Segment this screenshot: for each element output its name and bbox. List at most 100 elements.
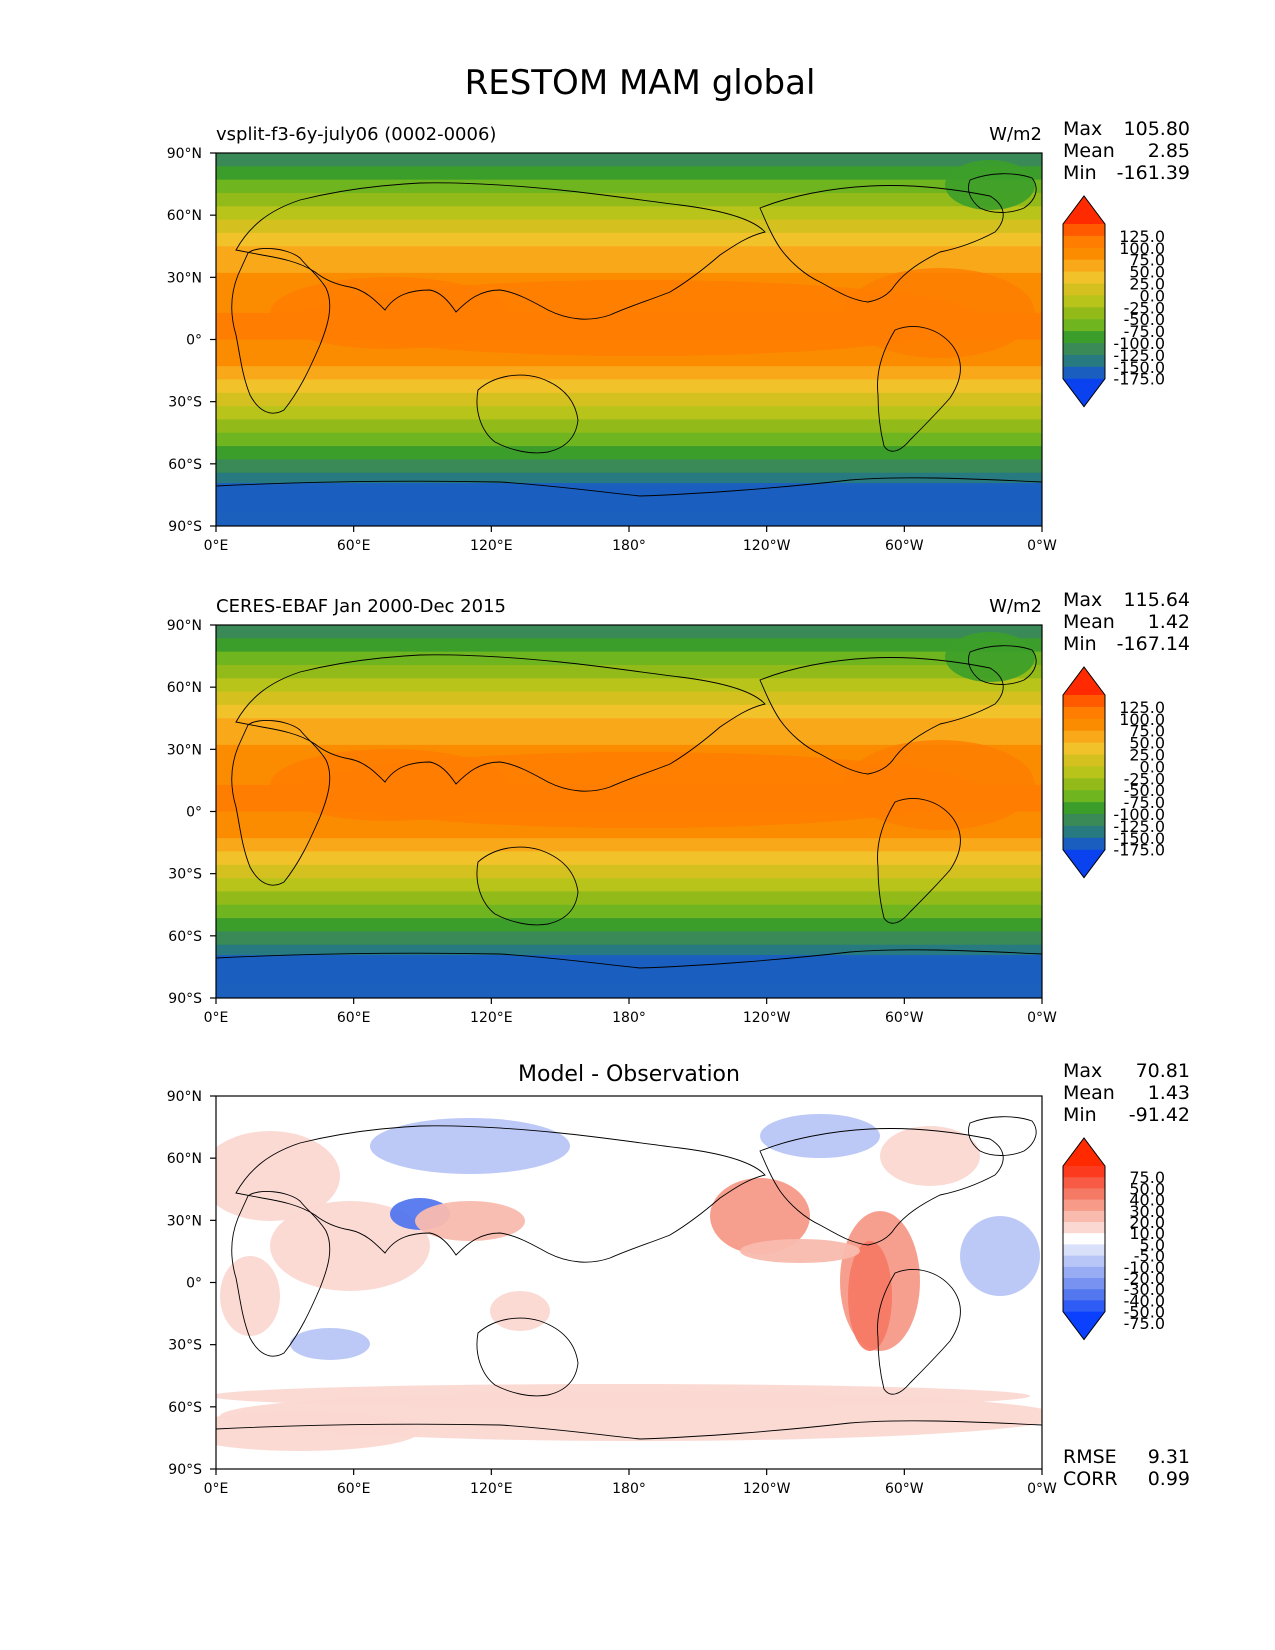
colorbar-band	[1063, 1199, 1105, 1212]
colorbar: 75.050.040.030.020.010.05.0-5.0-10.0-20.…	[1062, 1137, 1165, 1341]
stat-label-min: Min	[1063, 162, 1097, 184]
colorbar-tick-label: 50.0	[1129, 1179, 1165, 1198]
greenland-cold-area	[945, 160, 1035, 210]
lon-tick-label: 120°W	[743, 1481, 791, 1497]
colorbar-tick-label: -150.0	[1113, 358, 1165, 377]
anomaly-patch	[960, 1216, 1040, 1296]
coastline-south-america	[877, 1269, 961, 1395]
panel-units: W/m2	[989, 124, 1042, 145]
colorbar-tick-label: 0.0	[1140, 757, 1165, 776]
map-band	[216, 432, 1042, 447]
coastline-australia	[476, 846, 579, 926]
colorbar-band	[1063, 331, 1105, 344]
colorbar-tick-label: -40.0	[1124, 1291, 1165, 1310]
stat-value-mean: 1.43	[1148, 1082, 1190, 1104]
lat-tick-label: 90°S	[168, 519, 202, 535]
lon-tick-label: 180°	[612, 1481, 646, 1497]
colorbar-tick-label: 75.0	[1129, 251, 1165, 270]
error-stats: RMSE 9.31 CORR 0.99	[1063, 1446, 1190, 1490]
map-band	[216, 406, 1042, 421]
map-band	[216, 891, 1042, 906]
indian-warm-band	[270, 749, 510, 821]
colorbar-band	[1063, 235, 1105, 249]
colorbar-tick-label: -25.0	[1124, 298, 1165, 317]
colorbar-tick-label: 75.0	[1129, 1168, 1165, 1187]
colorbar-band	[1063, 1188, 1105, 1201]
colorbar-band	[1063, 695, 1105, 708]
lon-tick-label: 60°E	[337, 1010, 371, 1026]
lat-tick-label: 90°N	[167, 146, 202, 162]
lat-tick-label: 30°N	[167, 1213, 202, 1229]
stat-value-min: -167.14	[1117, 633, 1190, 655]
stat-label-max: Max	[1063, 589, 1102, 611]
stat-value-min: -91.42	[1129, 1104, 1190, 1126]
colorbar-band	[1063, 295, 1105, 308]
coastline-africa	[231, 247, 331, 414]
colorbar-band	[1063, 730, 1105, 744]
colorbar-band	[1063, 1278, 1105, 1290]
colorbar-tick-label: 50.0	[1129, 734, 1165, 753]
lon-tick-label: 0°W	[1027, 1481, 1057, 1497]
colorbar-tick-label: -75.0	[1124, 322, 1165, 341]
map-area	[216, 1096, 1042, 1469]
colorbar-band	[1063, 778, 1105, 791]
colorbar-band	[1063, 1166, 1105, 1178]
colorbar-tick-label: 100.0	[1119, 239, 1165, 258]
lat-tick-label: 60°S	[168, 929, 202, 945]
colorbar-tick-label: -50.0	[1124, 310, 1165, 329]
colorbar-tick-label: 0.0	[1140, 286, 1165, 305]
lon-tick-label: 180°	[612, 538, 646, 554]
panel-diff: Model - Observation 90°N 60°N 30°N 0° 30°S 60…	[167, 1060, 1190, 1497]
coastlines	[216, 173, 1042, 497]
coastline-australia	[476, 374, 579, 454]
colorbar-tick-label: -5.0	[1134, 1247, 1165, 1266]
anomaly-patch	[415, 1201, 525, 1241]
colorbar-band	[1063, 343, 1105, 356]
stats-block: Max 70.81 Mean 1.43 Min -91.42	[1063, 1060, 1190, 1126]
map-band	[216, 704, 1042, 719]
colorbar-band	[1063, 1244, 1105, 1257]
colorbar-extend-max	[1063, 667, 1105, 695]
anomaly-patch	[290, 1328, 370, 1360]
colorbar-band	[1063, 283, 1105, 296]
stat-label-mean: Mean	[1063, 1082, 1115, 1104]
map-area	[216, 625, 1042, 998]
coastline-greenland	[968, 645, 1037, 685]
colorbar-tick-label: 50.0	[1129, 263, 1165, 282]
colorbar-tick-label: 25.0	[1129, 746, 1165, 765]
map-band	[216, 206, 1042, 221]
colorbar-tick-label: 30.0	[1129, 1202, 1165, 1221]
lon-tick-label: 0°E	[204, 1010, 229, 1026]
lon-tick-label: 120°W	[743, 538, 791, 554]
colorbar-band	[1063, 814, 1105, 827]
colorbar-tick-label: -175.0	[1113, 370, 1165, 389]
atlantic-warm-band	[845, 740, 1035, 830]
map-band	[216, 379, 1042, 394]
colorbar-tick-label: 100.0	[1119, 710, 1165, 729]
map-band	[216, 931, 1042, 946]
colorbar-band	[1063, 766, 1105, 779]
map-band	[216, 678, 1042, 693]
map-band	[216, 446, 1042, 460]
stat-value-max: 105.80	[1124, 118, 1190, 140]
stat-label-rmse: RMSE	[1063, 1446, 1117, 1468]
panel-left-title: CERES-EBAF Jan 2000-Dec 2015	[216, 596, 506, 617]
lon-tick-label: 60°E	[337, 538, 371, 554]
map-band	[216, 419, 1042, 434]
coastline-south-america	[877, 798, 961, 924]
map-band	[216, 392, 1042, 407]
colorbar-tick-label: -50.0	[1124, 781, 1165, 800]
anomaly-patch	[880, 1126, 980, 1186]
colorbar-tick-label: 10.0	[1129, 1224, 1165, 1243]
colorbar-band	[1063, 742, 1105, 755]
antarctic-cold-area	[216, 483, 1042, 526]
map-band	[216, 904, 1042, 919]
anomaly-patch	[216, 1411, 420, 1451]
figure-title: RESTOM MAM global	[465, 63, 816, 103]
map-band	[216, 259, 1042, 274]
colorbar-band	[1063, 259, 1105, 273]
colorbar-band	[1063, 354, 1105, 368]
lat-tick-label: 30°N	[167, 270, 202, 286]
colorbar-band	[1063, 319, 1105, 332]
colorbar-band	[1063, 1210, 1105, 1223]
